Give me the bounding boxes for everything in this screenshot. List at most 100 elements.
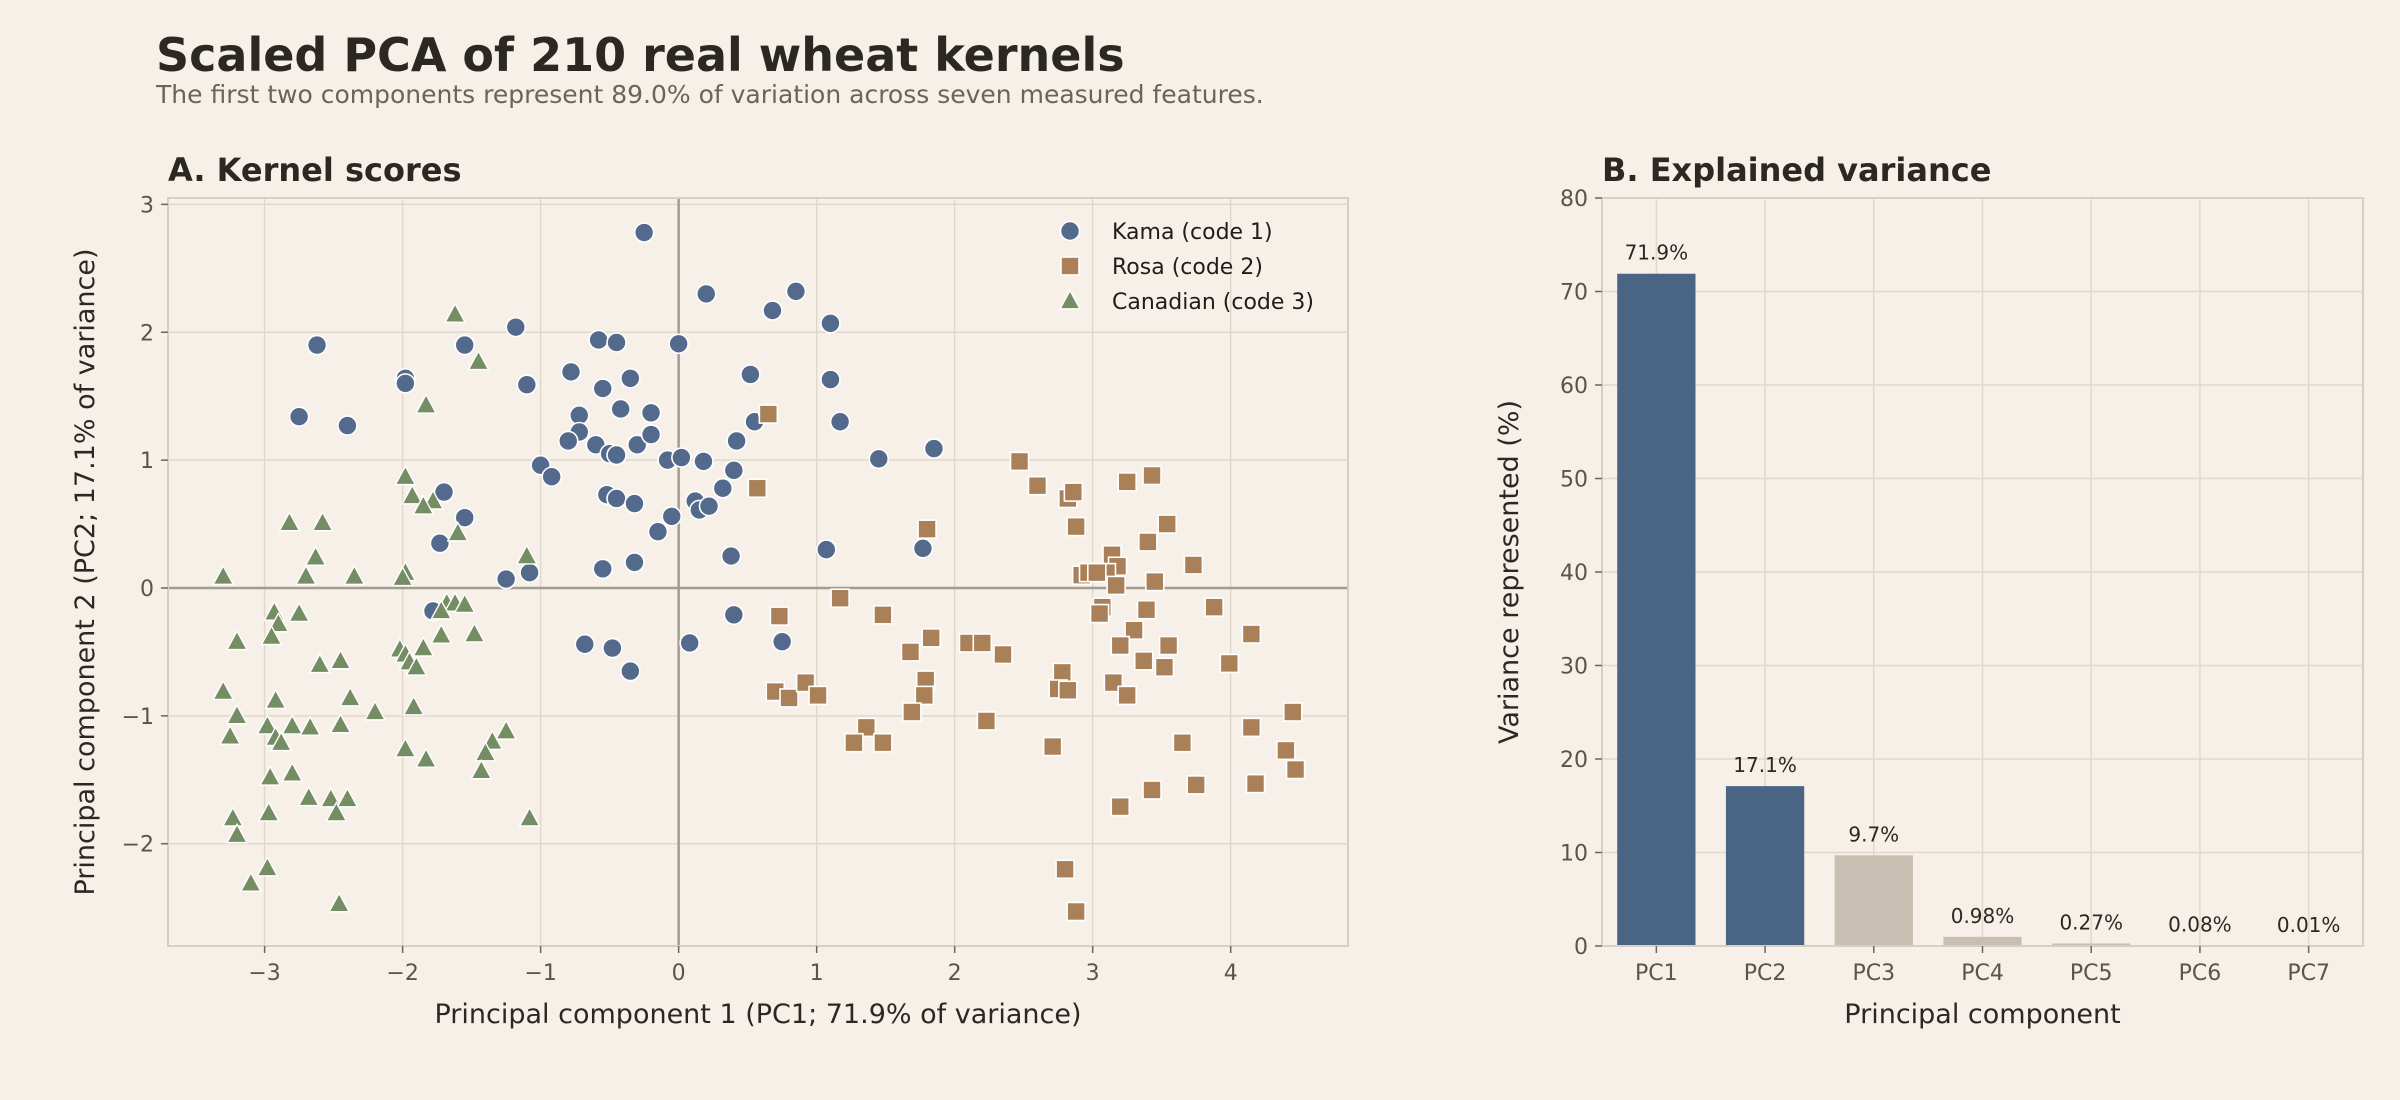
- scatter-point-square: [976, 711, 997, 731]
- scatter-point-square: [1058, 680, 1078, 701]
- x-tick-label: PC6: [2179, 961, 2222, 986]
- scatter-point-circle: [505, 316, 527, 338]
- scatter-point-triangle: [453, 592, 476, 614]
- scatter-point-square: [1276, 740, 1296, 761]
- scatter-point-circle: [560, 361, 582, 383]
- scatter-point-triangle: [412, 636, 435, 657]
- scatter-point-circle: [610, 398, 631, 420]
- scatter-point-square: [844, 732, 864, 753]
- scatter-point-triangle: [239, 871, 262, 892]
- scatter-point-triangle: [336, 786, 359, 808]
- x-tick-label: −3: [248, 961, 280, 986]
- scatter-point-circle: [606, 488, 627, 509]
- scatter-point-circle: [668, 333, 689, 355]
- scatter-point-circle: [288, 406, 310, 427]
- scatter-point-square: [1245, 773, 1266, 794]
- scatter-point-circle: [640, 402, 662, 424]
- scatter-point-square: [769, 606, 790, 626]
- scatter-point-square: [1158, 635, 1179, 656]
- x-tick-label: 2: [948, 961, 962, 986]
- bar-value-label: 0.98%: [1951, 904, 2015, 928]
- scatter-point-square: [779, 688, 799, 708]
- scatter-point-triangle: [256, 714, 279, 735]
- y-tick-label: 20: [1560, 748, 1588, 773]
- y-tick-label: 60: [1560, 374, 1588, 399]
- scatter-point-triangle: [304, 545, 327, 566]
- scatter-point-circle: [762, 300, 783, 321]
- scatter-point-triangle: [221, 806, 245, 827]
- scatter-title: A. Kernel scores: [168, 151, 462, 189]
- scatter-frame: [167, 197, 1349, 947]
- scatter-point-circle: [592, 558, 614, 580]
- scatter-point-square: [902, 702, 922, 722]
- scatter-point-circle: [592, 378, 614, 399]
- scatter-point-square: [1136, 599, 1157, 620]
- scatter-point-square: [1186, 775, 1206, 795]
- scatter-point-square: [1117, 685, 1137, 706]
- scatter-point-square: [1055, 859, 1075, 880]
- scatter-point-circle: [923, 438, 945, 459]
- scatter-point-triangle: [260, 624, 283, 646]
- scatter-point-square: [1052, 662, 1073, 683]
- scatter-point-square: [993, 644, 1013, 665]
- scatter-point-square: [1106, 575, 1126, 596]
- scatter-point-square: [972, 633, 993, 653]
- bar-value-label: 0.01%: [2277, 913, 2341, 937]
- scatter-point-square: [830, 588, 850, 609]
- scatter-point-square: [1087, 562, 1107, 583]
- scatter-point-circle: [557, 430, 579, 452]
- scatter-point-square: [921, 628, 942, 648]
- scatter-point-square: [1066, 516, 1086, 537]
- scatter-point-circle: [395, 373, 416, 394]
- y-tick-label: 0: [140, 577, 154, 602]
- bar-pc1: [1617, 273, 1696, 946]
- y-tick-label: 40: [1560, 561, 1588, 586]
- scatter-point-triangle: [339, 685, 362, 707]
- figure-title: Scaled PCA of 210 real wheat kernels: [156, 28, 1125, 82]
- variance-bars: 71.9% 17.1% 9.7% 0.98% 0.27% 0.08% 0.01%: [1617, 241, 2348, 947]
- legend-label: Kama (code 1): [1112, 220, 1273, 245]
- scatter-point-triangle: [311, 510, 334, 532]
- y-tick-label: 80: [1560, 187, 1588, 212]
- scatter-point-circle: [820, 313, 841, 334]
- scatter-point-circle: [712, 477, 734, 499]
- scatter-point-triangle: [470, 758, 493, 780]
- scatter-point-triangle: [294, 564, 318, 586]
- scatter-point-triangle: [401, 483, 424, 505]
- scatter-point-square: [1089, 603, 1110, 624]
- y-tick-label: 0: [1574, 935, 1588, 960]
- scatter-point-triangle: [414, 747, 438, 768]
- legend-marker-circle: [1059, 220, 1081, 242]
- scatter-points: [212, 222, 1306, 922]
- scatter-point-square: [1142, 465, 1162, 486]
- x-tick-label: 0: [672, 961, 686, 986]
- scatter-point-triangle: [257, 801, 280, 822]
- scatter-point-square: [900, 642, 921, 662]
- legend-label: Canadian (code 3): [1112, 290, 1314, 315]
- variance-x-axis-label: Principal component: [1844, 999, 2120, 1030]
- scatter-point-circle: [785, 281, 807, 302]
- scatter-point-square: [1144, 571, 1165, 592]
- x-tick-label: 4: [1224, 961, 1238, 986]
- x-tick-label: PC3: [1852, 961, 1895, 986]
- scatter-point-triangle: [414, 393, 438, 414]
- scatter-point-triangle: [267, 611, 290, 633]
- scatter-point-square: [1241, 624, 1262, 644]
- scatter-point-circle: [495, 568, 517, 590]
- scatter-point-triangle: [405, 655, 428, 676]
- scatter-point-circle: [620, 367, 641, 389]
- bar-value-label: 0.27%: [2059, 910, 2123, 934]
- scatter-point-triangle: [430, 623, 453, 644]
- scatter-point-circle: [588, 329, 609, 351]
- scatter-point-circle: [454, 334, 476, 356]
- scatter-point-circle: [606, 332, 627, 353]
- variance-y-axis-label: Variance represented (%): [1494, 400, 1525, 744]
- scatter-point-square: [1009, 451, 1030, 472]
- scatter-point-circle: [695, 283, 717, 305]
- scatter-point-triangle: [412, 494, 435, 515]
- scatter-point-triangle: [225, 822, 249, 844]
- scatter-point-circle: [606, 444, 627, 466]
- scatter-point-square: [1133, 651, 1154, 671]
- scatter-point-square: [1172, 732, 1193, 753]
- scatter-point-triangle: [299, 715, 322, 736]
